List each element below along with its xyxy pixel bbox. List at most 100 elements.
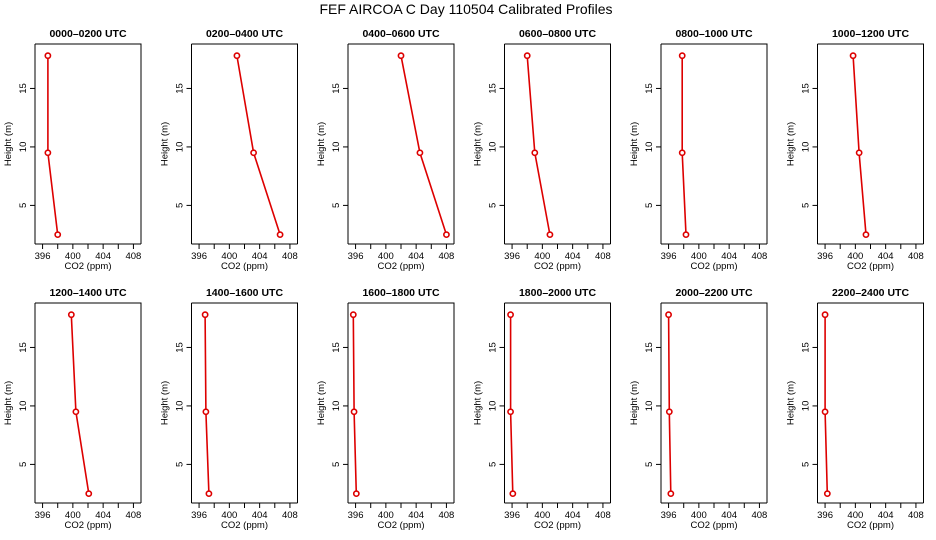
x-tick-label: 396 (348, 251, 364, 262)
x-tick-label: 408 (908, 510, 924, 521)
x-tick-label: 408 (282, 251, 298, 262)
profile-data-point (67, 311, 75, 319)
panel-title: 0200–0400 UTC (206, 28, 283, 40)
x-tick-label: 408 (125, 510, 141, 521)
profile-data-point (523, 52, 531, 60)
x-axis-label: CO2 (ppm) (65, 520, 112, 531)
y-tick-label: 5 (18, 203, 29, 208)
profile-data-point (202, 408, 210, 416)
profile-panel: 1600–1800 UTC 396 400 404 408 5 10 15 CO2 (ppm) H… (316, 287, 455, 531)
profile-data-point (54, 231, 62, 239)
profile-panel: 0200–0400 UTC 396 400 404 408 5 10 15 CO2 (ppm) H… (160, 28, 298, 272)
profile-data-point (443, 231, 450, 239)
profile-series-line (47, 55, 59, 235)
x-tick-label: 396 (661, 510, 677, 521)
panel-title: 2200–2400 UTC (832, 287, 909, 299)
panel-title: 0800–1000 UTC (675, 28, 752, 40)
profile-data-point (849, 52, 857, 60)
profile-data-point (507, 311, 514, 319)
plot-frame (35, 43, 142, 244)
x-tick-label: 400 (221, 251, 237, 262)
x-tick-label: 404 (95, 251, 111, 262)
panel-title: 1400–1600 UTC (206, 287, 283, 299)
y-tick-label: 10 (801, 401, 812, 412)
y-tick-label: 15 (175, 342, 186, 353)
x-tick-label: 400 (65, 510, 81, 521)
x-tick-label: 404 (252, 510, 268, 521)
y-tick-label: 10 (644, 142, 655, 153)
x-tick-label: 404 (408, 251, 424, 262)
profile-panel: 1800–2000 UTC 396 400 404 408 5 10 15 CO2 (ppm) H… (473, 287, 611, 531)
x-tick-label: 404 (721, 251, 737, 262)
profile-data-point (85, 490, 93, 498)
x-tick-label: 408 (595, 510, 611, 521)
profile-panel: 0400–0600 UTC 396 400 404 408 5 10 15 CO2 (ppm) H… (316, 28, 455, 272)
x-tick-label: 404 (721, 510, 737, 521)
profile-panel: 0600–0800 UTC 396 400 404 408 5 10 15 CO2 (ppm) H… (473, 28, 611, 272)
figure-title: FEF AIRCOA C Day 110504 Calibrated Profi… (319, 1, 612, 17)
x-axis-label: CO2 (ppm) (378, 261, 425, 272)
x-axis-label: CO2 (ppm) (691, 520, 738, 531)
y-tick-label: 15 (488, 342, 499, 353)
y-tick-label: 10 (488, 401, 499, 412)
x-axis-label: CO2 (ppm) (378, 520, 425, 531)
x-axis-label: CO2 (ppm) (534, 261, 581, 272)
y-tick-label: 5 (488, 462, 499, 467)
y-axis-label: Height (m) (160, 122, 171, 166)
x-tick-label: 408 (282, 510, 298, 521)
x-tick-label: 396 (35, 510, 51, 521)
y-axis-label: Height (m) (473, 122, 484, 166)
profile-data-point (678, 52, 686, 60)
profile-data-point (531, 149, 539, 157)
plot-frame (348, 302, 455, 503)
x-tick-label: 404 (878, 251, 894, 262)
y-tick-label: 5 (331, 462, 342, 467)
y-axis-label: Height (m) (473, 381, 484, 425)
x-axis-label: CO2 (ppm) (221, 520, 268, 531)
y-tick-label: 10 (801, 142, 812, 153)
profile-data-point (855, 149, 863, 157)
x-tick-label: 408 (125, 251, 141, 262)
profile-panel: 1000–1200 UTC 396 400 404 408 5 10 15 CO2 (ppm) H… (786, 28, 924, 272)
y-axis-label: Height (m) (629, 381, 640, 425)
x-tick-label: 400 (378, 251, 394, 262)
profile-data-point (665, 408, 673, 416)
y-axis-label: Height (m) (786, 381, 797, 425)
profile-data-point (72, 408, 80, 416)
y-tick-label: 10 (175, 401, 186, 412)
y-tick-label: 10 (331, 142, 342, 153)
y-tick-label: 10 (331, 401, 342, 412)
profile-data-point (507, 408, 514, 416)
profile-series-line (509, 314, 514, 494)
panel-title: 1000–1200 UTC (832, 28, 909, 40)
x-tick-label: 408 (438, 251, 454, 262)
y-tick-label: 5 (488, 203, 499, 208)
profile-series-line (204, 314, 210, 494)
x-tick-label: 400 (691, 510, 707, 521)
profile-data-point (205, 490, 213, 498)
panels-grid: 0000–0200 UTC 396 400 404 408 5 10 15 CO2 (ppm) H… (3, 28, 924, 531)
x-tick-label: 404 (252, 251, 268, 262)
x-tick-label: 404 (565, 510, 581, 521)
y-tick-label: 15 (331, 342, 342, 353)
profile-data-point (250, 149, 257, 157)
x-tick-label: 404 (878, 510, 894, 521)
y-axis-label: Height (m) (160, 381, 171, 425)
y-tick-label: 5 (18, 462, 29, 467)
profile-panel: 0000–0200 UTC 396 400 404 408 5 10 15 CO2 (ppm) H… (3, 28, 142, 272)
y-axis-label: Height (m) (316, 122, 327, 166)
profile-panel: 0800–1000 UTC 396 400 404 408 5 10 15 CO2 (ppm) H… (629, 28, 768, 272)
panel-title: 0600–0800 UTC (519, 28, 596, 40)
y-tick-label: 15 (175, 83, 186, 94)
y-tick-label: 5 (801, 462, 812, 467)
plot-frame (504, 302, 611, 503)
x-tick-label: 396 (35, 251, 51, 262)
panel-title: 1800–2000 UTC (519, 287, 596, 299)
x-tick-label: 396 (504, 251, 520, 262)
panel-title: 1200–1400 UTC (49, 287, 126, 299)
x-axis-label: CO2 (ppm) (691, 261, 738, 272)
profile-data-point (682, 231, 690, 239)
y-tick-label: 15 (18, 83, 29, 94)
y-tick-label: 15 (644, 83, 655, 94)
